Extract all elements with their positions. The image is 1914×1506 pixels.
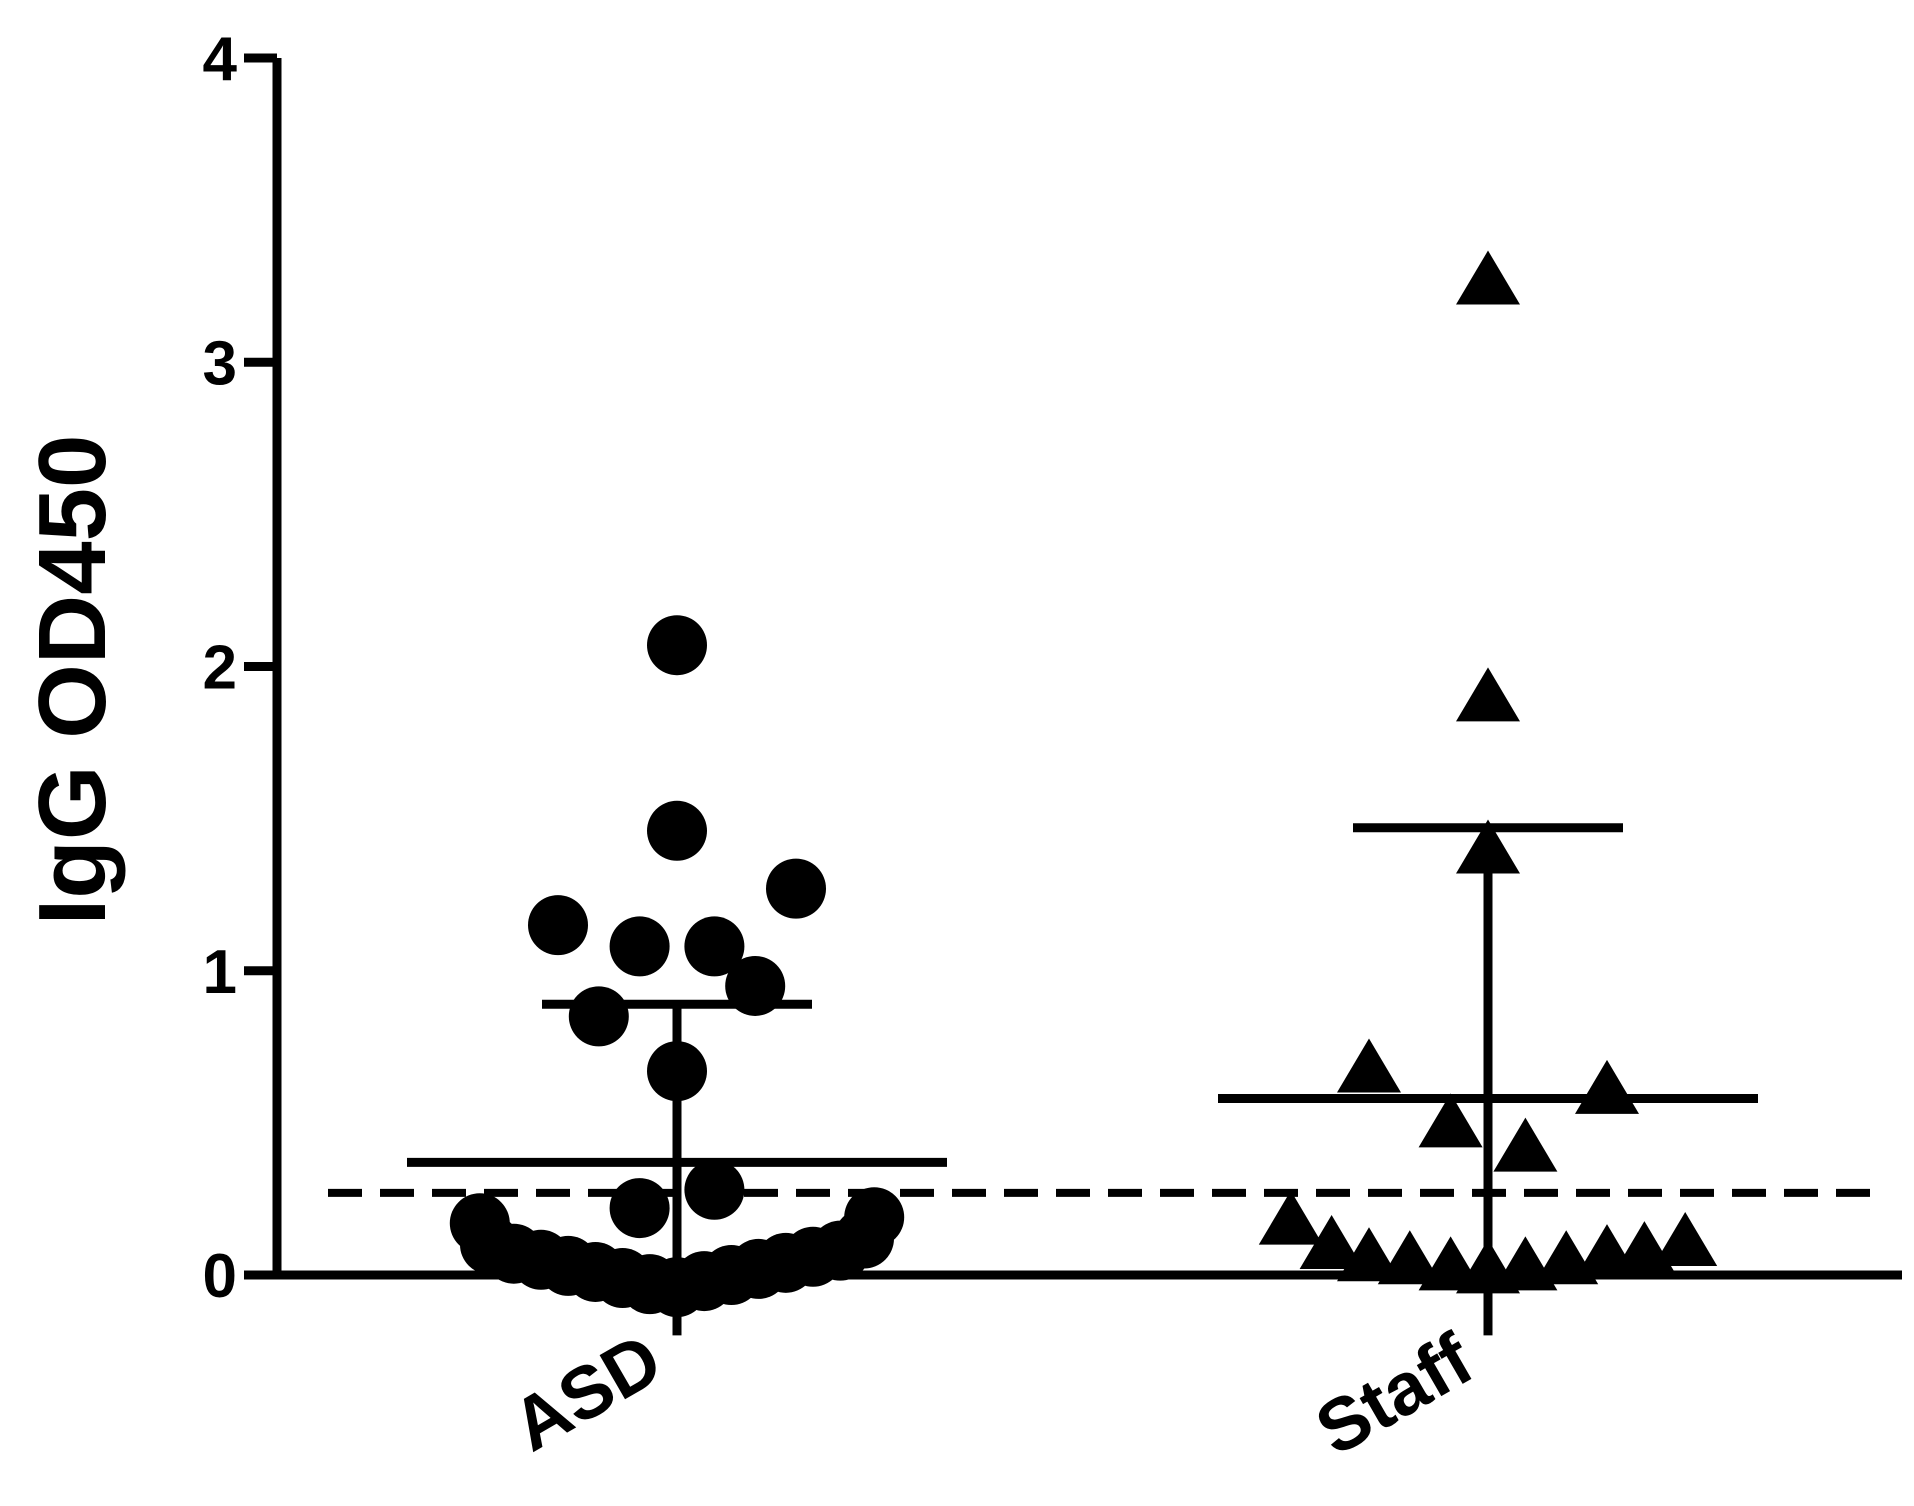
x-tick-label: ASD <box>498 1317 675 1467</box>
data-point-triangle <box>1575 1059 1639 1114</box>
y-tick-label: 0 <box>203 1242 237 1311</box>
data-point-circle <box>647 800 707 861</box>
y-axis: 0 1 2 3 4 <box>203 25 282 1311</box>
data-point-circle <box>609 1178 670 1239</box>
data-point-triangle <box>1456 667 1520 722</box>
data-point-circle <box>528 895 588 956</box>
data-point-triangle <box>1337 1227 1401 1282</box>
x-axis: ASD Staff <box>273 1270 1902 1471</box>
mean-sd-bars <box>407 823 1758 1336</box>
y-tick-label: 2 <box>203 634 237 703</box>
y-axis-title: IgG OD450 <box>19 435 126 926</box>
data-point-circle <box>684 1159 745 1220</box>
data-point-circle <box>766 858 826 919</box>
data-point-circle <box>609 916 670 977</box>
x-tick-label: Staff <box>1302 1317 1486 1471</box>
data-point-triangle <box>1493 1117 1558 1172</box>
data-point-triangle <box>1456 250 1520 305</box>
data-point-triangle <box>1258 1190 1323 1245</box>
data-marks <box>449 250 1718 1318</box>
y-tick-label: 1 <box>203 938 237 1007</box>
data-point-triangle <box>1337 1038 1401 1093</box>
data-point-circle <box>568 986 629 1047</box>
data-point-triangle <box>1377 1230 1442 1285</box>
data-point-triangle <box>1299 1215 1364 1270</box>
data-point-circle <box>684 916 745 977</box>
data-point-triangle <box>1418 1093 1483 1148</box>
y-tick-label: 4 <box>203 25 238 94</box>
data-point-triangle <box>1653 1211 1718 1266</box>
y-tick-label: 3 <box>203 329 237 398</box>
data-point-circle <box>647 615 707 676</box>
